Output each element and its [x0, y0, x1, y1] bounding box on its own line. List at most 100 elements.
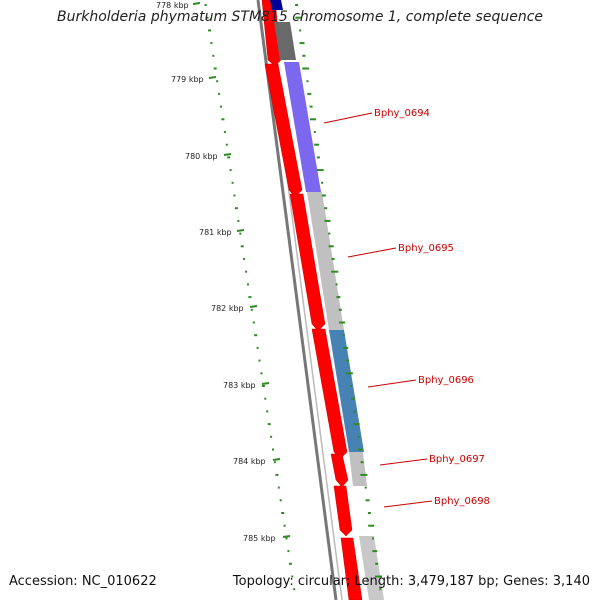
tick-mark: [208, 76, 217, 79]
gc-dot: [321, 194, 326, 197]
page-title: Burkholderia phymatum STM815 chromosome …: [56, 9, 543, 25]
gene-label-bphy-0696[interactable]: Bphy_0696: [418, 375, 474, 386]
gc-dot: [365, 499, 370, 502]
gc-dot: [351, 397, 355, 400]
gc-dot: [208, 29, 211, 32]
gc-dot: [331, 270, 339, 273]
gc-dot: [350, 385, 353, 387]
gc-dot: [267, 423, 271, 426]
gc-dot: [343, 346, 349, 349]
tick-mark: [261, 382, 270, 385]
gc-dot: [357, 448, 363, 451]
gc-dot: [375, 575, 382, 578]
gc-dot: [324, 219, 331, 222]
forward-cds-4: [311, 328, 348, 460]
gc-dot: [221, 118, 225, 121]
gc-dot: [285, 537, 288, 540]
gc-dot: [220, 105, 222, 108]
gc-dot: [331, 258, 335, 260]
gc-dot: [239, 232, 242, 235]
gc-dot: [357, 435, 360, 438]
gc-dot: [231, 181, 234, 184]
gc-dot: [342, 334, 345, 337]
gc-dot: [277, 486, 280, 489]
gc-dot: [270, 435, 273, 438]
gc-dot: [227, 156, 231, 159]
gc-dot: [306, 80, 309, 83]
tick-label: 781 kbp: [199, 228, 232, 237]
cds-steel: [329, 330, 364, 452]
gc-dot: [379, 588, 382, 591]
gc-dot: [338, 308, 342, 311]
gc-dot: [360, 461, 364, 464]
gc-dot: [229, 169, 232, 172]
gene-label-bphy-0694[interactable]: Bphy_0694: [374, 108, 430, 119]
gc-dot: [204, 4, 207, 6]
gc-dot: [316, 169, 324, 172]
tick-mark: [282, 535, 291, 538]
forward-cds-3: [289, 193, 326, 332]
gc-dot: [321, 181, 324, 184]
tick-label: 784 kbp: [233, 457, 266, 466]
gc-dot: [275, 473, 279, 476]
gc-dot: [353, 410, 357, 413]
gc-content-dots: [204, 4, 296, 591]
tick-label: 785 kbp: [243, 534, 276, 543]
gc-dot: [309, 105, 313, 108]
cds-purple: [284, 62, 321, 192]
cds-gray-1: [307, 192, 344, 330]
gc-dot: [295, 16, 302, 19]
gc-dot: [258, 359, 261, 362]
gene-leader-line: [379, 458, 428, 466]
topology-text: Topology: circular; Length: 3,479,187 bp…: [232, 574, 590, 589]
gc-dot: [372, 550, 378, 553]
gc-dot: [245, 270, 248, 273]
gc-dot: [264, 397, 267, 400]
forward-strand-track: [261, 0, 363, 600]
gc-dot: [218, 92, 221, 95]
gc-dot: [299, 29, 302, 32]
gc-dot: [367, 512, 371, 514]
tick-mark: [192, 2, 201, 5]
gene-label-bphy-0695[interactable]: Bphy_0695: [398, 243, 454, 254]
accession-text: Accession: NC_010622: [9, 574, 157, 589]
gc-dot: [256, 346, 259, 349]
gc-dot: [254, 334, 258, 337]
gc-dot: [206, 16, 209, 19]
gc-dot: [299, 42, 305, 45]
kbp-scale: 778 kbp 779 kbp 780 kbp 781 kbp 782 kbp …: [156, 1, 291, 543]
gc-dot: [324, 207, 328, 210]
gc-dot: [234, 207, 238, 210]
gc-dot: [346, 359, 349, 362]
gc-dot: [247, 283, 249, 286]
gc-dot: [360, 473, 368, 476]
gc-dot: [260, 372, 263, 375]
forward-cds-6: [333, 485, 353, 537]
gc-dot: [307, 92, 312, 95]
gc-dot: [287, 550, 290, 553]
gene-label-bphy-0698[interactable]: Bphy_0698: [434, 496, 490, 507]
tick-label: 779 kbp: [171, 75, 204, 84]
gc-dot: [364, 486, 367, 489]
gc-dot: [336, 296, 341, 299]
gc-dot: [339, 321, 346, 324]
gc-dot: [328, 245, 334, 248]
gc-dot: [237, 219, 240, 222]
gc-dot: [273, 461, 276, 464]
gc-dot: [368, 524, 375, 527]
gc-dot: [212, 54, 215, 57]
gc-dot: [272, 448, 274, 451]
gc-dot: [345, 372, 353, 375]
backbone-line-outer: [256, 0, 338, 600]
gene-label-bphy-0697[interactable]: Bphy_0697: [429, 454, 485, 465]
gc-dot: [225, 143, 228, 146]
forward-cds-7: [340, 537, 363, 600]
gene-leader-line: [347, 247, 397, 258]
tick-label: 778 kbp: [156, 1, 189, 10]
tick-mark: [272, 458, 281, 461]
gc-dot: [310, 118, 316, 121]
cds-dark: [274, 22, 296, 60]
gc-dot: [313, 131, 316, 133]
gc-dot: [353, 423, 360, 426]
